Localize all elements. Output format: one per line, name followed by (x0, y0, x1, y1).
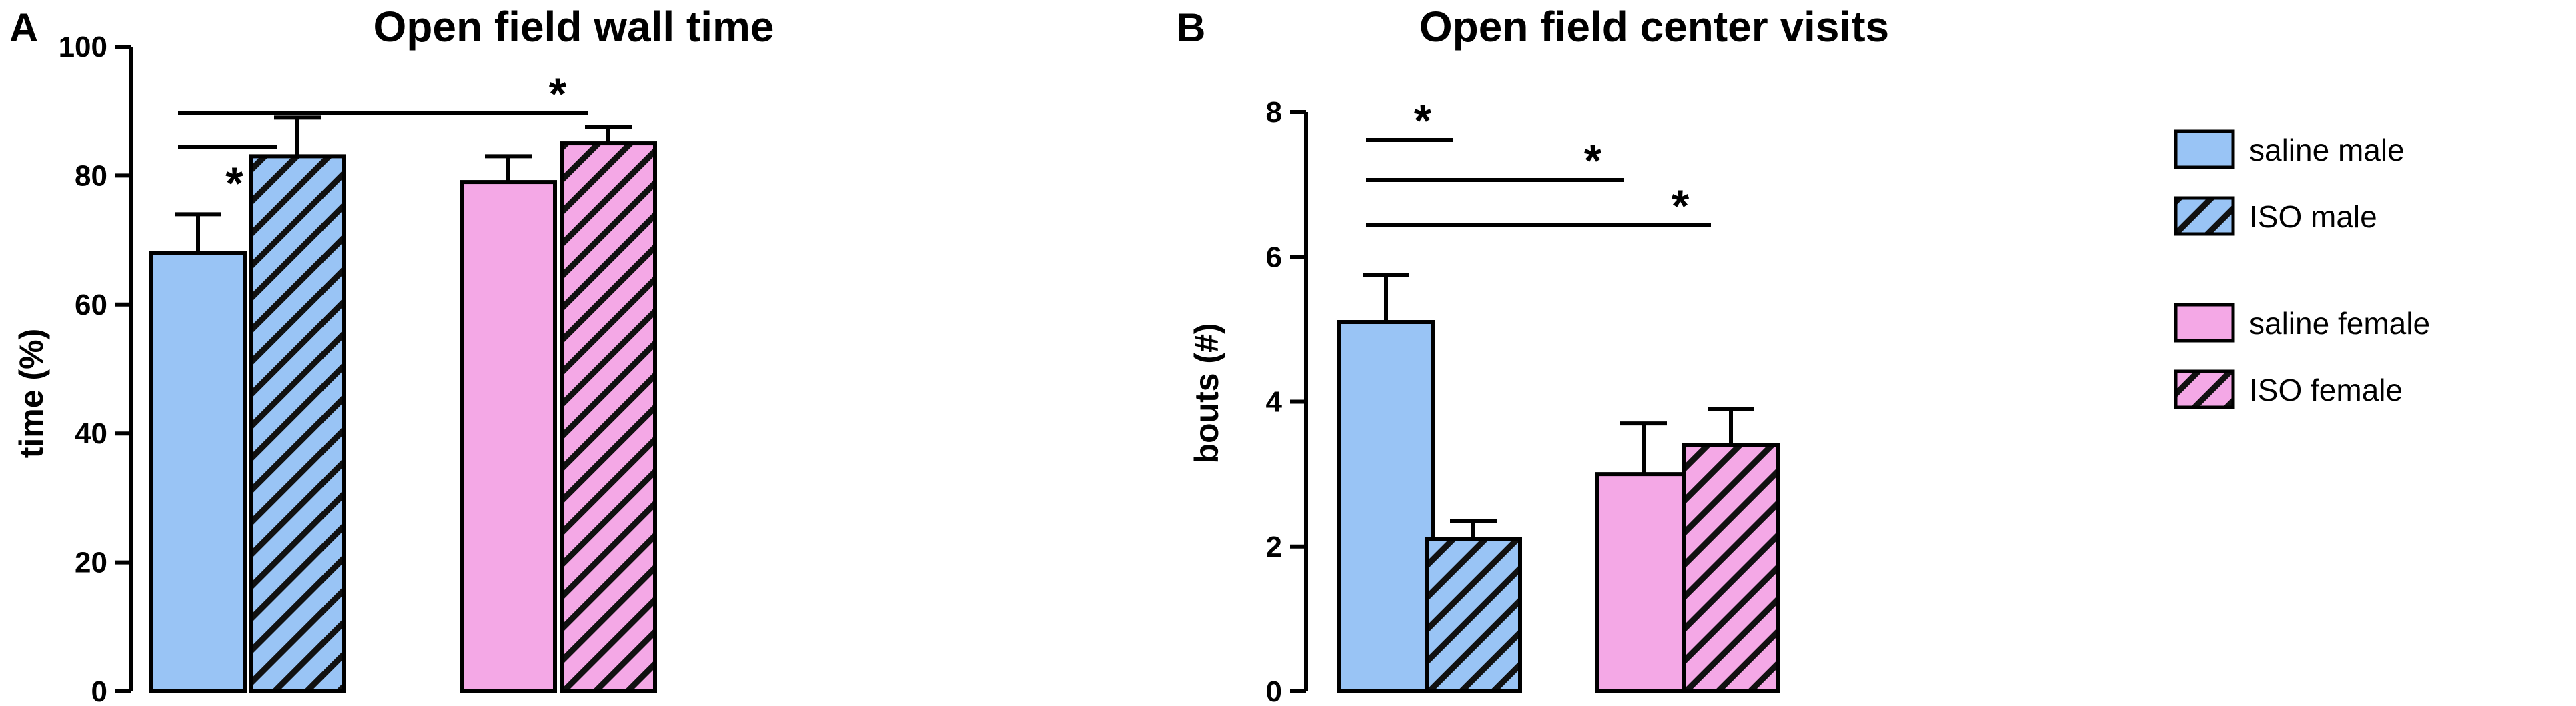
legend-swatch-iso-male (2174, 196, 2235, 236)
y-tick-label-a: 100 (59, 31, 107, 63)
y-ticks-a: 0 20 40 60 80 100 (59, 31, 131, 706)
bar-iso-male-a (249, 154, 346, 693)
legend-item-iso-female: ISO female (2174, 369, 2403, 409)
y-tick-label-b: 4 (1266, 386, 1283, 419)
panel-a-chart: A Open field wall time time (%) 0 20 40 60 8… (9, 3, 774, 706)
legend-label-saline-male: saline male (2249, 133, 2405, 167)
panel-b-chart: B Open field center visits bouts (#) 0 2 4… (1177, 3, 1889, 706)
legend-swatch-iso-female (2174, 369, 2235, 409)
legend-label-saline-female: saline female (2249, 306, 2430, 341)
significance-star-b: * (1414, 95, 1432, 146)
y-tick-label-b: 2 (1266, 531, 1282, 563)
legend-label-iso-female: ISO female (2249, 373, 2403, 407)
significance-star-b: * (1584, 135, 1602, 186)
bars-b (1337, 273, 1780, 694)
y-axis-label-b: bouts (#) (1188, 323, 1225, 463)
y-tick-label-a: 60 (75, 289, 107, 321)
bar-saline-male-a (149, 251, 247, 693)
y-tick-label-b: 8 (1266, 96, 1282, 129)
bar-iso-female-a (560, 141, 657, 694)
panel-letter-b: B (1177, 5, 1205, 50)
significance-a: ** (178, 69, 588, 209)
bar-iso-male-b (1425, 537, 1522, 694)
panel-letter-a: A (9, 5, 38, 50)
y-tick-label-b: 6 (1266, 241, 1282, 273)
legend-item-saline-female: saline female (2174, 303, 2430, 343)
significance-star-a: * (225, 158, 243, 209)
legend-label-iso-male: ISO male (2249, 199, 2377, 234)
legend: saline male ISO male saline female ISO f… (2174, 129, 2430, 409)
y-axis-label-a: time (%) (13, 329, 50, 458)
legend-swatch-saline-male (2174, 129, 2235, 169)
y-tick-label-a: 80 (75, 159, 107, 192)
significance-star-b: * (1672, 181, 1690, 231)
legend-swatch-saline-female (2174, 303, 2235, 343)
chart-title-a: Open field wall time (374, 3, 774, 51)
significance-star-a: * (549, 69, 567, 119)
legend-item-saline-male: saline male (2174, 129, 2405, 169)
y-tick-label-b: 0 (1266, 675, 1282, 706)
bar-iso-female-b (1682, 443, 1780, 693)
bar-saline-male-b (1337, 320, 1435, 693)
y-tick-label-a: 40 (75, 417, 107, 450)
y-tick-label-a: 0 (91, 675, 107, 706)
bar-saline-female-b (1595, 472, 1692, 693)
y-ticks-b: 0 2 4 6 8 (1266, 96, 1306, 706)
legend-item-iso-male: ISO male (2174, 196, 2377, 236)
chart-title-b: Open field center visits (1419, 3, 1889, 51)
bar-saline-female-a (460, 180, 557, 693)
y-tick-label-a: 20 (75, 547, 107, 579)
significance-b: * * * (1366, 95, 1711, 231)
bars-a (149, 115, 657, 694)
